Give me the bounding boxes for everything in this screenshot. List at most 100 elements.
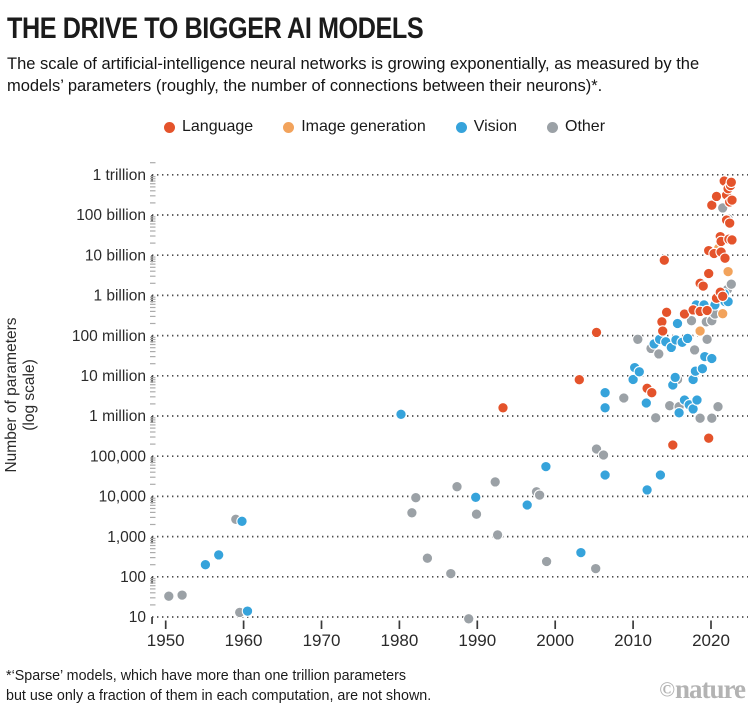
data-point-language (723, 217, 736, 229)
data-point-other (410, 491, 422, 504)
x-tick-label: 2000 (536, 631, 574, 650)
data-point-image-generation (722, 265, 734, 278)
y-tick-label: 100 million (72, 328, 146, 345)
footnote-line-2: but use only a fraction of them in each … (6, 688, 432, 705)
data-point-vision (681, 332, 694, 345)
data-point-language (701, 304, 713, 317)
nature-logo: ©nature (659, 674, 746, 705)
x-tick-label: 1990 (458, 631, 496, 650)
data-point-language (726, 234, 738, 246)
data-point-vision (654, 469, 667, 481)
y-tick-label: 1 trillion (93, 167, 146, 184)
data-point-other (470, 508, 483, 520)
data-point-other (176, 589, 188, 601)
data-point-other (632, 333, 644, 346)
data-point-vision (599, 469, 611, 481)
data-point-other (706, 412, 718, 424)
data-point-vision (575, 546, 587, 559)
footnote: *‘Sparse’ models, which have more than o… (6, 666, 431, 706)
y-tick-label: 1 billion (93, 288, 146, 305)
data-point-vision (599, 386, 611, 399)
data-point-other (540, 555, 553, 568)
data-point-vision (241, 605, 254, 617)
y-tick-label: 10 million (81, 368, 146, 385)
data-point-vision (540, 460, 552, 473)
x-tick-label: 1960 (225, 631, 263, 650)
legend-label-vision: Vision (473, 118, 518, 135)
data-point-other (701, 333, 713, 346)
data-point-other (445, 567, 457, 580)
data-point-other (163, 590, 175, 602)
data-point-other (663, 399, 676, 412)
x-tick-label: 2010 (614, 631, 652, 650)
data-point-language (656, 325, 669, 337)
data-point-other (421, 552, 434, 564)
series-vision (199, 287, 734, 617)
legend-dot-image-generation (283, 121, 295, 133)
data-point-vision (469, 491, 482, 504)
data-point-vision (395, 408, 407, 421)
data-point-language (573, 373, 586, 386)
data-point-vision (691, 394, 703, 406)
legend-dot-other (547, 121, 559, 133)
data-point-other (618, 392, 630, 404)
data-point-other (451, 480, 463, 493)
data-point-vision (673, 407, 685, 419)
data-point-language (667, 439, 679, 451)
data-point-language (702, 432, 715, 444)
y-tick-label: 100 (120, 569, 146, 586)
y-tick-label: 100,000 (90, 448, 146, 465)
series-other (163, 202, 738, 625)
data-point-language (660, 306, 673, 319)
y-tick-label: 10 (129, 609, 147, 626)
x-tick-label: 1970 (303, 631, 341, 650)
data-point-other (694, 412, 706, 424)
y-axis-title: Number of parameters(log scale) (3, 317, 38, 472)
legend-item-language: Language (164, 118, 253, 136)
data-point-other (685, 314, 698, 327)
data-point-vision (627, 373, 639, 386)
y-tick-label: 100 billion (76, 207, 146, 224)
data-point-other (589, 562, 602, 575)
data-point-vision (633, 366, 646, 378)
data-point-language (646, 386, 658, 399)
y-major-tick (151, 617, 153, 624)
data-point-vision (641, 484, 653, 496)
series-image-generation (694, 242, 734, 337)
legend-item-other: Other (547, 118, 605, 136)
data-point-vision (521, 499, 533, 511)
data-point-language (702, 267, 715, 280)
data-point-language (710, 190, 723, 203)
data-point-other (712, 400, 724, 413)
data-point-vision (199, 558, 212, 571)
data-point-language (706, 199, 718, 211)
data-point-language (716, 290, 729, 303)
data-point-other (462, 613, 475, 625)
y-tick-label: 1 million (89, 408, 146, 425)
page-title: THE DRIVE TO BIGGER AI MODELS (7, 12, 424, 45)
legend-item-vision: Vision (455, 118, 518, 136)
x-tick-label: 1950 (147, 631, 185, 650)
data-point-vision (212, 549, 225, 561)
x-tick-label: 2020 (692, 631, 730, 650)
data-point-other (491, 529, 504, 541)
footnote-line-1: *‘Sparse’ models, which have more than o… (6, 668, 406, 684)
y-tick-label: 1,000 (107, 529, 146, 546)
data-point-other (597, 449, 610, 461)
legend-item-image-generation: Image generation (283, 118, 426, 136)
data-point-vision (671, 317, 684, 330)
data-point-language (697, 280, 709, 292)
data-point-vision (599, 402, 611, 414)
legend-label-other: Other (565, 118, 606, 135)
data-point-image-generation (716, 307, 729, 320)
data-point-language (590, 326, 603, 339)
data-point-language (719, 252, 731, 264)
copyright-symbol: © (659, 677, 675, 702)
x-tick-label: 1980 (380, 631, 418, 650)
legend-dot-language (164, 121, 175, 133)
data-point-other (406, 507, 418, 519)
data-point-language (726, 194, 738, 206)
data-point-vision (696, 362, 709, 375)
y-tick-label: 10,000 (99, 489, 147, 506)
